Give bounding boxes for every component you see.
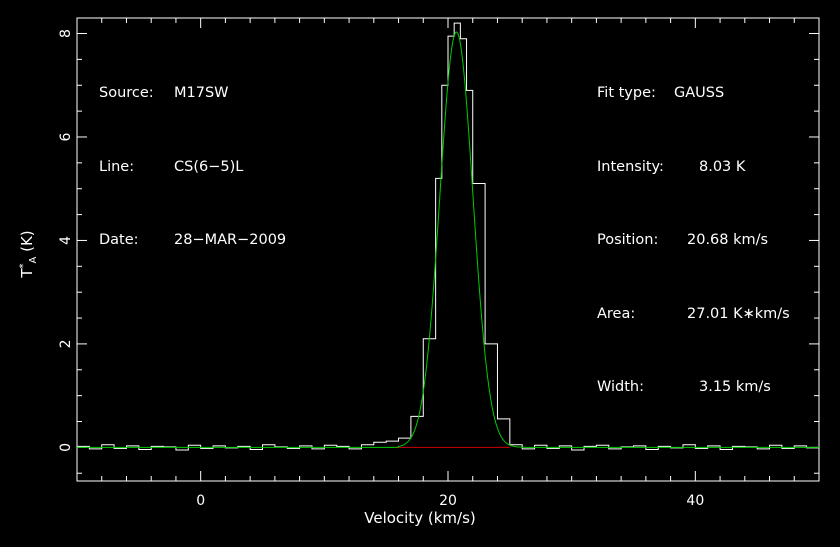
y-tick-label: 2 <box>58 339 74 348</box>
x-tick-label: 0 <box>196 493 205 509</box>
line-value: CS(6−5)L <box>174 158 244 175</box>
y-axis-label: T*A (K) <box>18 214 48 294</box>
x-axis-label: Velocity (km/s) <box>364 509 476 527</box>
line-label: Line: <box>99 158 135 175</box>
area-label: Area: <box>597 305 636 322</box>
y-axis-label-sub: A <box>28 256 39 264</box>
date-value: 28−MAR−2009 <box>174 232 287 248</box>
width-value: 3.15 km/s <box>699 379 771 395</box>
source-value: M17SW <box>174 85 229 101</box>
y-tick-label: 6 <box>58 132 74 141</box>
tick-labels: 0 2 4 6 8 0 20 40 <box>58 29 704 509</box>
intensity-label: Intensity: <box>597 158 664 175</box>
y-tick-label: 4 <box>58 236 74 245</box>
date-label: Date: <box>99 232 139 248</box>
fit-info: Fit type: GAUSS Intensity: 8.03 K Position… <box>597 32 790 424</box>
series-group <box>77 22 820 451</box>
y-tick-label: 0 <box>58 443 74 452</box>
tick-marks <box>76 18 820 481</box>
y-axis-label-main: T <box>18 268 36 278</box>
x-tick-label: 20 <box>439 493 457 509</box>
y-axis-label-unit: (K) <box>18 230 36 257</box>
fit-type-label: Fit type: <box>597 85 656 101</box>
intensity-value: 8.03 K <box>699 158 746 175</box>
area-value: 27.01 K∗km/s <box>687 305 790 322</box>
y-axis-label-sup: * <box>18 263 29 269</box>
y-tick-label: 8 <box>58 29 74 38</box>
position-label: Position: <box>597 232 659 248</box>
gaussian-fit-line <box>77 31 819 448</box>
position-value: 20.68 km/s <box>687 232 769 248</box>
source-label: Source: <box>99 85 154 101</box>
header-info: Source: M17SW Line: CS(6−5)L Date: 28−MAR−2… <box>99 32 286 277</box>
x-tick-label: 40 <box>686 493 704 509</box>
fit-type-value: GAUSS <box>674 85 725 101</box>
width-label: Width: <box>597 379 645 395</box>
